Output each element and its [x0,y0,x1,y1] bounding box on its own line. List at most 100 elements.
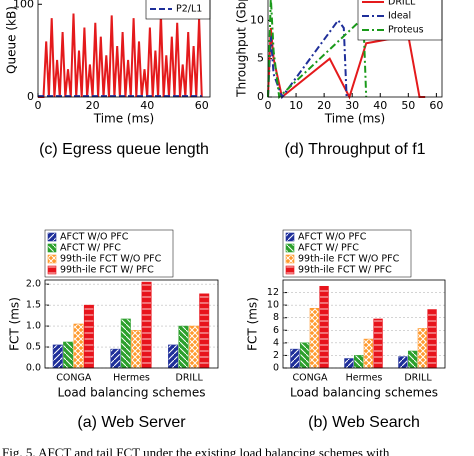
y-tick-label: 2.0 [26,279,41,290]
plot-frame [37,0,211,98]
legend-label: P2/L1 [176,4,202,15]
plot-frame [44,279,219,369]
y-axis-label: Throughput (Gbps) [235,0,249,98]
legend-label: 99th-ile FCT W/ PFC [298,265,392,276]
x-axis-label: Time (ms) [93,112,155,126]
series-line [38,13,203,98]
bar [83,304,94,369]
x-tick-label: 40 [140,99,154,112]
bar [110,348,121,369]
bar [131,329,142,369]
legend-label: AFCT W/O PFC [60,232,129,243]
caption: (a) Web Server [77,414,186,431]
legend-label: 99th-ile FCT W/O PFC [298,254,400,265]
y-axis-label: Queue (kB) [5,6,19,74]
plot-frame [282,279,446,369]
bar [178,325,189,369]
plot-frame [267,0,443,98]
y-tick-label: 5 [257,52,264,65]
x-axis-label: Load balancing schemes [290,386,438,400]
figure-caption: Fig. 5. AFCT and tail FCT under the exis… [2,445,390,456]
y-tick-label: 100 [13,0,34,10]
legend-swatch [285,243,295,253]
x-tick-label: 20 [317,99,331,112]
caption: (c) Egress queue length [39,141,209,158]
bar [290,348,300,369]
y-axis-label: FCT (ms) [246,297,260,351]
y-tick-label: 12 [267,287,279,298]
x-tick-label: 30 [345,99,359,112]
legend-label: 99th-ile FCT W/O PFC [60,254,162,265]
legend-swatch [285,265,295,275]
y-tick-label: 0 [257,90,264,103]
legend-swatch [285,232,295,242]
legend-box [282,229,412,278]
legend-swatch [285,254,295,264]
x-tick-label: 40 [373,99,387,112]
x-tick-label: DRILL [404,373,432,384]
caption: (b) Web Search [308,414,420,431]
bar [407,350,418,369]
legend-box [357,0,443,41]
x-tick-label: 20 [86,99,100,112]
bar [363,338,374,369]
legend-label: Ideal [388,11,411,22]
bar [319,285,329,369]
bar [168,344,179,369]
legend-label: P1/L1 [176,0,202,1]
x-tick-label: 50 [401,99,415,112]
bar [353,355,364,369]
legend-label: DRILL [388,0,416,8]
x-axis-label: Time (ms) [324,112,386,126]
x-tick-label: Hermes [113,373,150,384]
legend-label: AFCT W/ PFC [298,243,359,254]
y-tick-label: 1.0 [26,321,41,332]
y-tick-label: 0 [27,90,34,103]
x-tick-label: Hermes [346,373,383,384]
x-tick-label: 60 [429,99,443,112]
y-tick-label: 4 [273,337,279,348]
x-tick-label: 10 [289,99,303,112]
bar [417,328,428,369]
legend-label: AFCT W/O PFC [298,232,367,243]
bar [398,356,408,369]
legend-swatch [47,254,57,264]
bar [63,341,74,369]
bar [120,318,131,369]
legend-label: Proteus [388,25,424,36]
bar [141,281,152,369]
bar [73,323,84,369]
y-tick-label: 0.5 [26,342,41,353]
bar [199,293,210,369]
y-tick-label: 6 [273,325,279,336]
bar [299,342,310,369]
legend-swatch [47,265,57,275]
legend-label: AFCT W/ PFC [60,243,121,254]
x-tick-label: DRILL [176,373,204,384]
y-tick-label: 10 [250,13,264,26]
y-tick-label: 10 [267,300,279,311]
y-axis-label: FCT (ms) [8,297,22,351]
x-tick-label: 0 [35,99,42,112]
x-tick-label: CONGA [56,373,92,384]
bar [309,307,320,369]
bar [188,325,199,369]
legend-label: 99th-ile FCT W/ PFC [60,265,154,276]
bar [344,358,354,369]
legend-swatch [47,243,57,253]
bar [52,344,63,369]
legend-swatch [47,232,57,242]
y-tick-label: 2 [273,350,279,361]
bar [373,318,383,369]
y-tick-label: 1.5 [26,300,41,311]
x-tick-label: 0 [265,99,272,112]
x-tick-label: CONGA [292,373,328,384]
x-tick-label: 60 [195,99,209,112]
x-axis-label: Load balancing schemes [58,386,206,400]
caption: (d) Throughput of f1 [284,141,425,158]
bar [427,309,437,369]
y-tick-label: 8 [273,312,279,323]
legend-box [44,229,174,278]
y-tick-label: 0.0 [26,363,41,374]
